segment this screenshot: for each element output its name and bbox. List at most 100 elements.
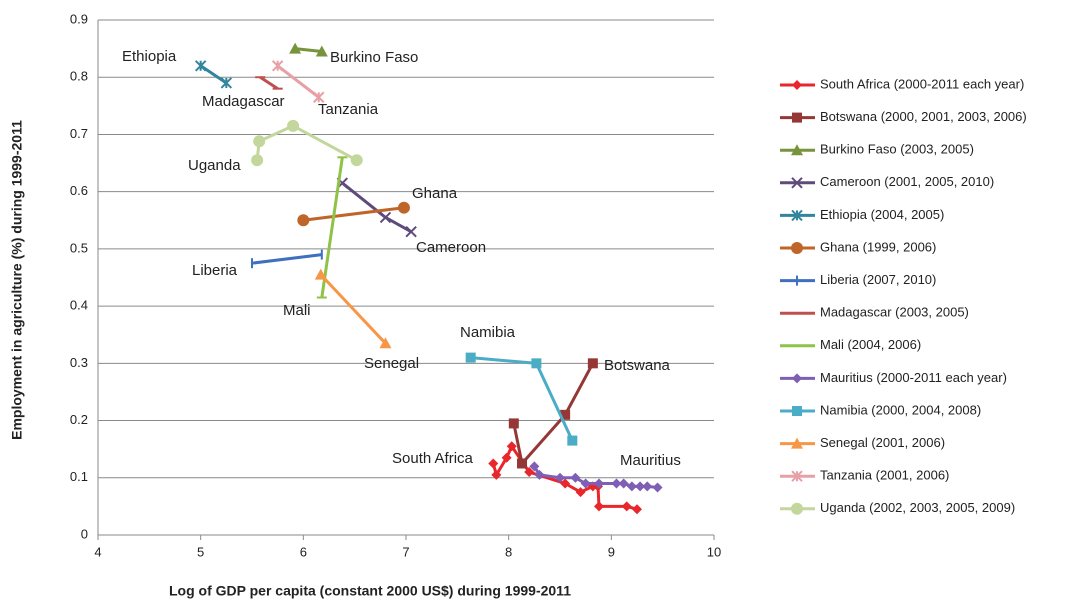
data-point: [313, 91, 325, 103]
legend-marker: [791, 209, 803, 222]
x-tick-label: 7: [402, 544, 409, 559]
annotation: Liberia: [192, 262, 238, 279]
x-axis-label: Log of GDP per capita (constant 2000 US$…: [169, 583, 571, 599]
y-tick-label: 0.6: [70, 183, 88, 198]
annotation: Burkino Faso: [330, 49, 418, 66]
legend-label: Ghana (1999, 2006): [820, 239, 936, 254]
data-point: [501, 452, 512, 463]
y-tick-label: 0.3: [70, 355, 88, 370]
series-line: [303, 206, 405, 222]
data-point: [517, 458, 528, 469]
series-line: [320, 157, 344, 298]
y-tick-label: 0.5: [70, 240, 88, 255]
data-point: [491, 469, 502, 480]
y-tick-label: 0: [81, 526, 88, 541]
data-point: [314, 268, 327, 280]
data-point: [529, 461, 540, 472]
data-point: [555, 472, 565, 483]
legend-label: Mali (2004, 2006): [820, 337, 921, 352]
data-point: [251, 154, 264, 167]
y-tick-label: 0.2: [70, 412, 88, 427]
annotation: Mauritius: [620, 452, 681, 469]
data-point: [560, 478, 571, 489]
data-point: [397, 201, 410, 214]
data-point: [560, 409, 571, 420]
data-point: [506, 441, 517, 452]
x-tick-label: 4: [94, 544, 101, 559]
legend-marker: [791, 177, 803, 189]
data-point: [652, 482, 663, 493]
legend-marker: [791, 144, 803, 156]
legend-marker: [791, 470, 803, 482]
annotation: Cameroon: [416, 239, 486, 256]
data-point: [587, 358, 598, 369]
data-point: [350, 154, 363, 167]
y-tick-label: 0.4: [70, 298, 88, 313]
data-point: [253, 135, 266, 148]
y-tick-label: 0.1: [70, 469, 88, 484]
data-point: [271, 60, 284, 72]
data-point: [379, 211, 392, 224]
data-point: [611, 478, 622, 489]
annotation: Uganda: [188, 157, 241, 174]
legend-label: Liberia (2007, 2010): [820, 272, 936, 287]
series-line: [199, 64, 228, 85]
x-tick-label: 9: [608, 544, 615, 559]
data-point: [315, 45, 328, 57]
data-point: [524, 467, 535, 478]
data-point: [626, 481, 637, 492]
series-line: [470, 356, 574, 442]
series-line: [255, 124, 358, 162]
data-point: [594, 478, 605, 489]
y-tick-label: 0.9: [70, 11, 88, 26]
legend-marker: [792, 406, 802, 416]
legend-label: Burkino Faso (2003, 2005): [820, 142, 974, 157]
legend-label: Mauritius (2000-2011 each year): [820, 370, 1007, 385]
legend-marker: [791, 437, 803, 449]
series-line: [251, 253, 322, 265]
legend-label: Cameroon (2001, 2005, 2010): [820, 174, 994, 189]
data-point: [621, 501, 632, 512]
x-tick-label: 5: [197, 544, 204, 559]
annotation: Ethiopia: [122, 48, 177, 65]
x-tick-label: 10: [707, 544, 721, 559]
legend-marker: [792, 112, 802, 123]
legend-label: Namibia (2000, 2004, 2008): [820, 402, 981, 417]
y-tick-label: 0.8: [70, 69, 88, 84]
legend-label: Ethiopia (2004, 2005): [820, 207, 944, 222]
y-axis-label: Employment in agriculture (%) during 199…: [9, 120, 25, 440]
series-line: [512, 362, 595, 467]
data-point: [642, 481, 653, 492]
data-point: [531, 358, 542, 369]
data-point: [220, 77, 233, 89]
data-point: [405, 226, 417, 238]
legend-marker: [792, 373, 802, 384]
y-tick-label: 0.7: [70, 126, 88, 141]
annotation: South Africa: [392, 450, 474, 467]
data-point: [289, 42, 302, 54]
data-point: [632, 504, 642, 515]
data-point: [488, 458, 499, 469]
data-point: [594, 501, 605, 512]
legend-label: Botswana (2000, 2001, 2003, 2006): [820, 109, 1027, 124]
data-point: [379, 337, 392, 349]
annotation: Tanzania: [318, 101, 379, 118]
series-line: [259, 75, 279, 90]
annotation: Namibia: [460, 324, 516, 341]
data-point: [534, 469, 545, 480]
data-point: [618, 478, 629, 489]
data-point: [580, 478, 591, 489]
data-point: [575, 487, 586, 498]
annotation: Ghana: [412, 185, 458, 202]
legend-label: Tanzania (2001, 2006): [820, 468, 949, 483]
annotation: Madagascar: [202, 93, 285, 110]
data-point: [287, 119, 300, 132]
legend-label: Senegal (2001, 2006): [820, 435, 945, 450]
data-point: [635, 481, 646, 492]
legend-marker: [791, 502, 803, 515]
annotation: Mali: [283, 302, 311, 319]
data-point: [465, 352, 476, 363]
data-point: [297, 214, 310, 227]
